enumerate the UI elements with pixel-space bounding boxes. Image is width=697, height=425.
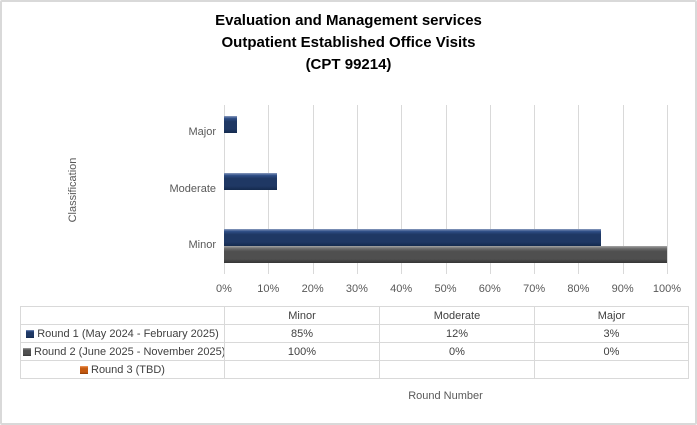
legend-marker-3 [80, 365, 88, 374]
gridline [534, 105, 536, 274]
chart-title-line-3: (CPT 99214) [305, 56, 392, 73]
col-header-moderate: Moderate [379, 306, 535, 325]
x-tick-label: 100% [652, 283, 682, 295]
data-table: Minor Moderate Major Round 1 (May 2024 -… [20, 306, 689, 379]
gridline [268, 105, 270, 274]
cell-round3-minor [224, 360, 380, 379]
gridline [667, 105, 668, 274]
x-tick-label: 50% [434, 283, 457, 295]
gridline [445, 105, 447, 274]
chart-title-line-1: Evaluation and Management services [215, 12, 482, 29]
x-tick-label: 0% [216, 283, 232, 295]
x-tick-label: 70% [523, 283, 546, 295]
x-tick-label: 20% [301, 283, 324, 295]
cell-round1-major: 3% [534, 324, 689, 343]
cell-round2-moderate: 0% [379, 342, 535, 361]
gridline [578, 105, 580, 274]
row-label-round-3: Round 3 (TBD) [20, 360, 225, 379]
plot-area [224, 105, 668, 274]
row-label-text: Round 2 (June 2025 - November 2025) [34, 345, 225, 358]
gridline [224, 105, 225, 274]
legend-marker-1 [26, 329, 35, 338]
x-tick-label: 80% [567, 283, 590, 295]
x-tick-label: 30% [345, 283, 368, 295]
cell-round2-major: 0% [534, 342, 689, 361]
gridline [356, 105, 358, 274]
gridline [401, 105, 403, 274]
category-label-moderate: Moderate [169, 182, 216, 195]
table-header-row: Minor Moderate Major [20, 306, 689, 325]
row-label-round-1: Round 1 (May 2024 - February 2025) [20, 324, 225, 343]
row-label-round-2: Round 2 (June 2025 - November 2025) [20, 342, 225, 361]
gridline [622, 105, 624, 274]
x-axis-title: Round Number [408, 390, 483, 402]
x-tick-label: 90% [611, 283, 634, 295]
legend-marker-2 [23, 347, 31, 356]
chart-title-line-2: Outpatient Established Office Visits [221, 34, 476, 51]
gridline [489, 105, 491, 274]
bar-round-1-minor [224, 228, 601, 246]
row-label-text: Round 3 (TBD) [91, 363, 165, 376]
table-row: Round 3 (TBD) [20, 360, 689, 379]
x-tick-label: 10% [257, 283, 280, 295]
col-header-minor: Minor [224, 306, 380, 325]
table-row: Round 1 (May 2024 - February 2025) 85% 1… [20, 324, 689, 343]
cell-round3-moderate [379, 360, 535, 379]
gridline [312, 105, 314, 274]
cell-round2-minor: 100% [224, 342, 380, 361]
table-row: Round 2 (June 2025 - November 2025) 100%… [20, 342, 689, 361]
bar-round-1-moderate [224, 172, 278, 190]
row-label-text: Round 1 (May 2024 - February 2025) [37, 327, 219, 340]
table-corner-cell [20, 306, 225, 325]
category-label-major: Major [188, 126, 216, 139]
cell-round3-major [534, 360, 689, 379]
cell-round1-moderate: 12% [379, 324, 535, 343]
chart-title: Evaluation and Management services Outpa… [2, 10, 695, 76]
x-tick-label: 40% [390, 283, 413, 295]
category-label-minor: Minor [188, 238, 216, 251]
x-tick-label: 60% [478, 283, 501, 295]
col-header-major: Major [534, 306, 689, 325]
bar-round-2-minor [224, 245, 667, 263]
cell-round1-minor: 85% [224, 324, 380, 343]
bar-round-1-major [224, 116, 238, 134]
